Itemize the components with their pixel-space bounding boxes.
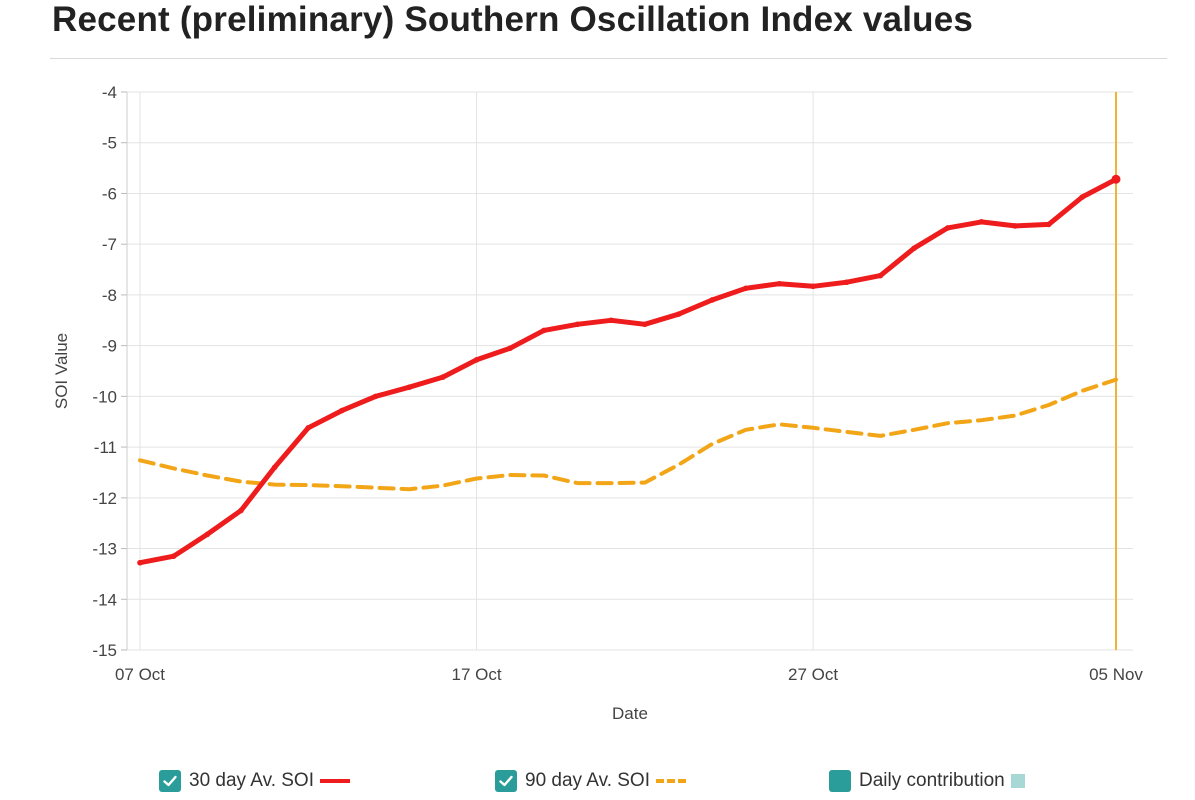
y-tick-label: -11	[94, 438, 117, 457]
x-axis-label: Date	[612, 704, 648, 723]
legend-item-30day[interactable]: 30 day Av. SOI	[159, 770, 350, 792]
data-point-30day	[675, 311, 682, 317]
x-tick-label: 05 Nov	[1089, 665, 1143, 684]
data-point-30day	[1079, 194, 1086, 200]
legend-swatch-90day	[655, 779, 686, 783]
y-tick-label: -12	[92, 489, 117, 508]
series-line-90day	[138, 377, 1118, 492]
data-point-30day	[742, 285, 749, 292]
checkbox-checked-icon[interactable]	[495, 770, 517, 792]
checkbox-unchecked-icon[interactable]	[829, 770, 851, 792]
y-tick-label: -13	[92, 540, 117, 559]
data-point-30day	[843, 279, 850, 286]
y-tick-label: -8	[102, 286, 117, 305]
data-point-30day	[507, 345, 514, 351]
data-point-30day	[372, 393, 379, 400]
x-tick-label: 07 Oct	[115, 665, 165, 684]
y-axis-label: SOI Value	[52, 333, 71, 409]
data-point-30day	[440, 374, 446, 380]
x-tick-label: 17 Oct	[452, 665, 502, 684]
y-tick-label: -9	[102, 337, 117, 356]
legend-label-30day: 30 day Av. SOI	[189, 770, 314, 791]
data-point-30day	[305, 425, 312, 431]
data-point-30day	[1045, 221, 1052, 228]
chart-legend: 30 day Av. SOI 90 day Av. SOI Daily cont…	[0, 770, 1195, 800]
data-point-30day	[339, 407, 345, 414]
y-tick-label: -4	[102, 83, 117, 102]
data-point-30day	[810, 283, 816, 290]
y-tick-label: -6	[102, 184, 117, 203]
data-point-30day	[406, 384, 413, 391]
data-point-30day	[642, 321, 648, 328]
data-point-30day	[978, 219, 985, 225]
legend-item-daily[interactable]: Daily contribution	[829, 770, 1025, 792]
data-point-30day	[170, 553, 177, 559]
y-tick-label: -7	[102, 235, 117, 254]
data-point-30day	[877, 272, 884, 279]
legend-item-90day[interactable]: 90 day Av. SOI	[495, 770, 686, 792]
data-point-30day	[944, 225, 951, 231]
soi-line-chart: -4 -5 -6 -7 -8 -9 -10 -11 -12 -13 -14 -15 07 Oct 17 …	[52, 83, 1143, 723]
data-point-30day	[776, 280, 783, 287]
data-point-30day	[541, 327, 547, 334]
x-tick-label: 27 Oct	[788, 665, 838, 684]
checkbox-checked-icon[interactable]	[159, 770, 181, 792]
x-axis-ticks: 07 Oct 17 Oct 27 Oct 05 Nov	[115, 665, 1143, 684]
y-tick-label: -15	[92, 641, 117, 660]
legend-label-daily: Daily contribution	[859, 770, 1005, 791]
title-divider	[50, 58, 1167, 59]
data-point-30day	[271, 464, 278, 471]
data-point-30day	[608, 317, 614, 324]
y-tick-label: -14	[92, 590, 117, 609]
data-point-30day	[1012, 223, 1018, 229]
page-title: Recent (preliminary) Southern Oscillatio…	[52, 0, 974, 39]
data-point-30day	[473, 357, 480, 363]
data-point-30day	[709, 297, 715, 303]
data-point-30day	[238, 507, 244, 514]
series-line-30day	[137, 176, 1119, 566]
legend-label-90day: 90 day Av. SOI	[525, 770, 650, 791]
data-point-30day	[911, 245, 917, 252]
end-point-30day	[1111, 174, 1121, 184]
legend-swatch-daily	[1010, 774, 1025, 788]
data-point-30day	[137, 559, 143, 566]
data-point-30day	[204, 531, 211, 538]
data-point-30day	[574, 321, 581, 328]
grid-lines	[121, 91, 1133, 651]
y-tick-label: -10	[92, 387, 117, 406]
legend-swatch-30day	[319, 779, 350, 783]
series-lines	[137, 174, 1121, 566]
y-axis-ticks: -4 -5 -6 -7 -8 -9 -10 -11 -12 -13 -14 -15	[92, 83, 117, 660]
y-tick-label: -5	[102, 134, 117, 153]
